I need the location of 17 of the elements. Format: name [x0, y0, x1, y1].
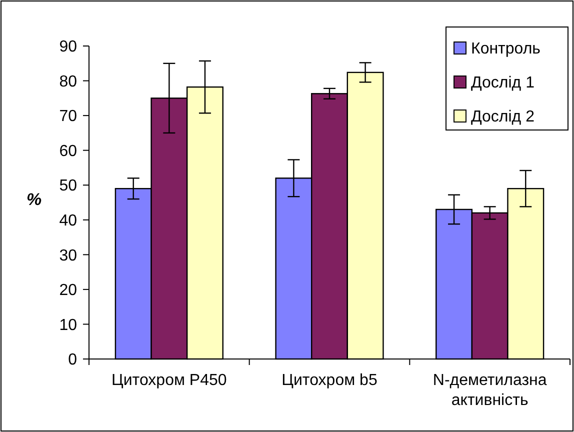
y-tick-label: 30: [59, 247, 78, 264]
y-tick-label: 80: [59, 73, 78, 90]
x-tick-label: Цитохром b5: [282, 372, 378, 389]
y-tick-label: 90: [59, 38, 78, 56]
y-tick-label: 10: [59, 316, 78, 334]
y-tick-label: 40: [59, 212, 78, 230]
legend-label: Контроль: [471, 40, 540, 58]
y-tick-label: 50: [59, 178, 78, 195]
y-axis-title: %: [26, 190, 42, 209]
legend-label: Дослід 1: [471, 74, 535, 92]
legend-label: Дослід 2: [471, 108, 535, 126]
y-tick-label: 70: [59, 108, 78, 126]
x-tick-label: Цитохром P450: [112, 372, 227, 389]
y-tick-label: 0: [68, 352, 78, 369]
y-tick-label: 60: [59, 142, 78, 160]
y-tick-label: 20: [59, 282, 78, 300]
x-tick-label: N-деметилазна активність: [432, 372, 547, 409]
